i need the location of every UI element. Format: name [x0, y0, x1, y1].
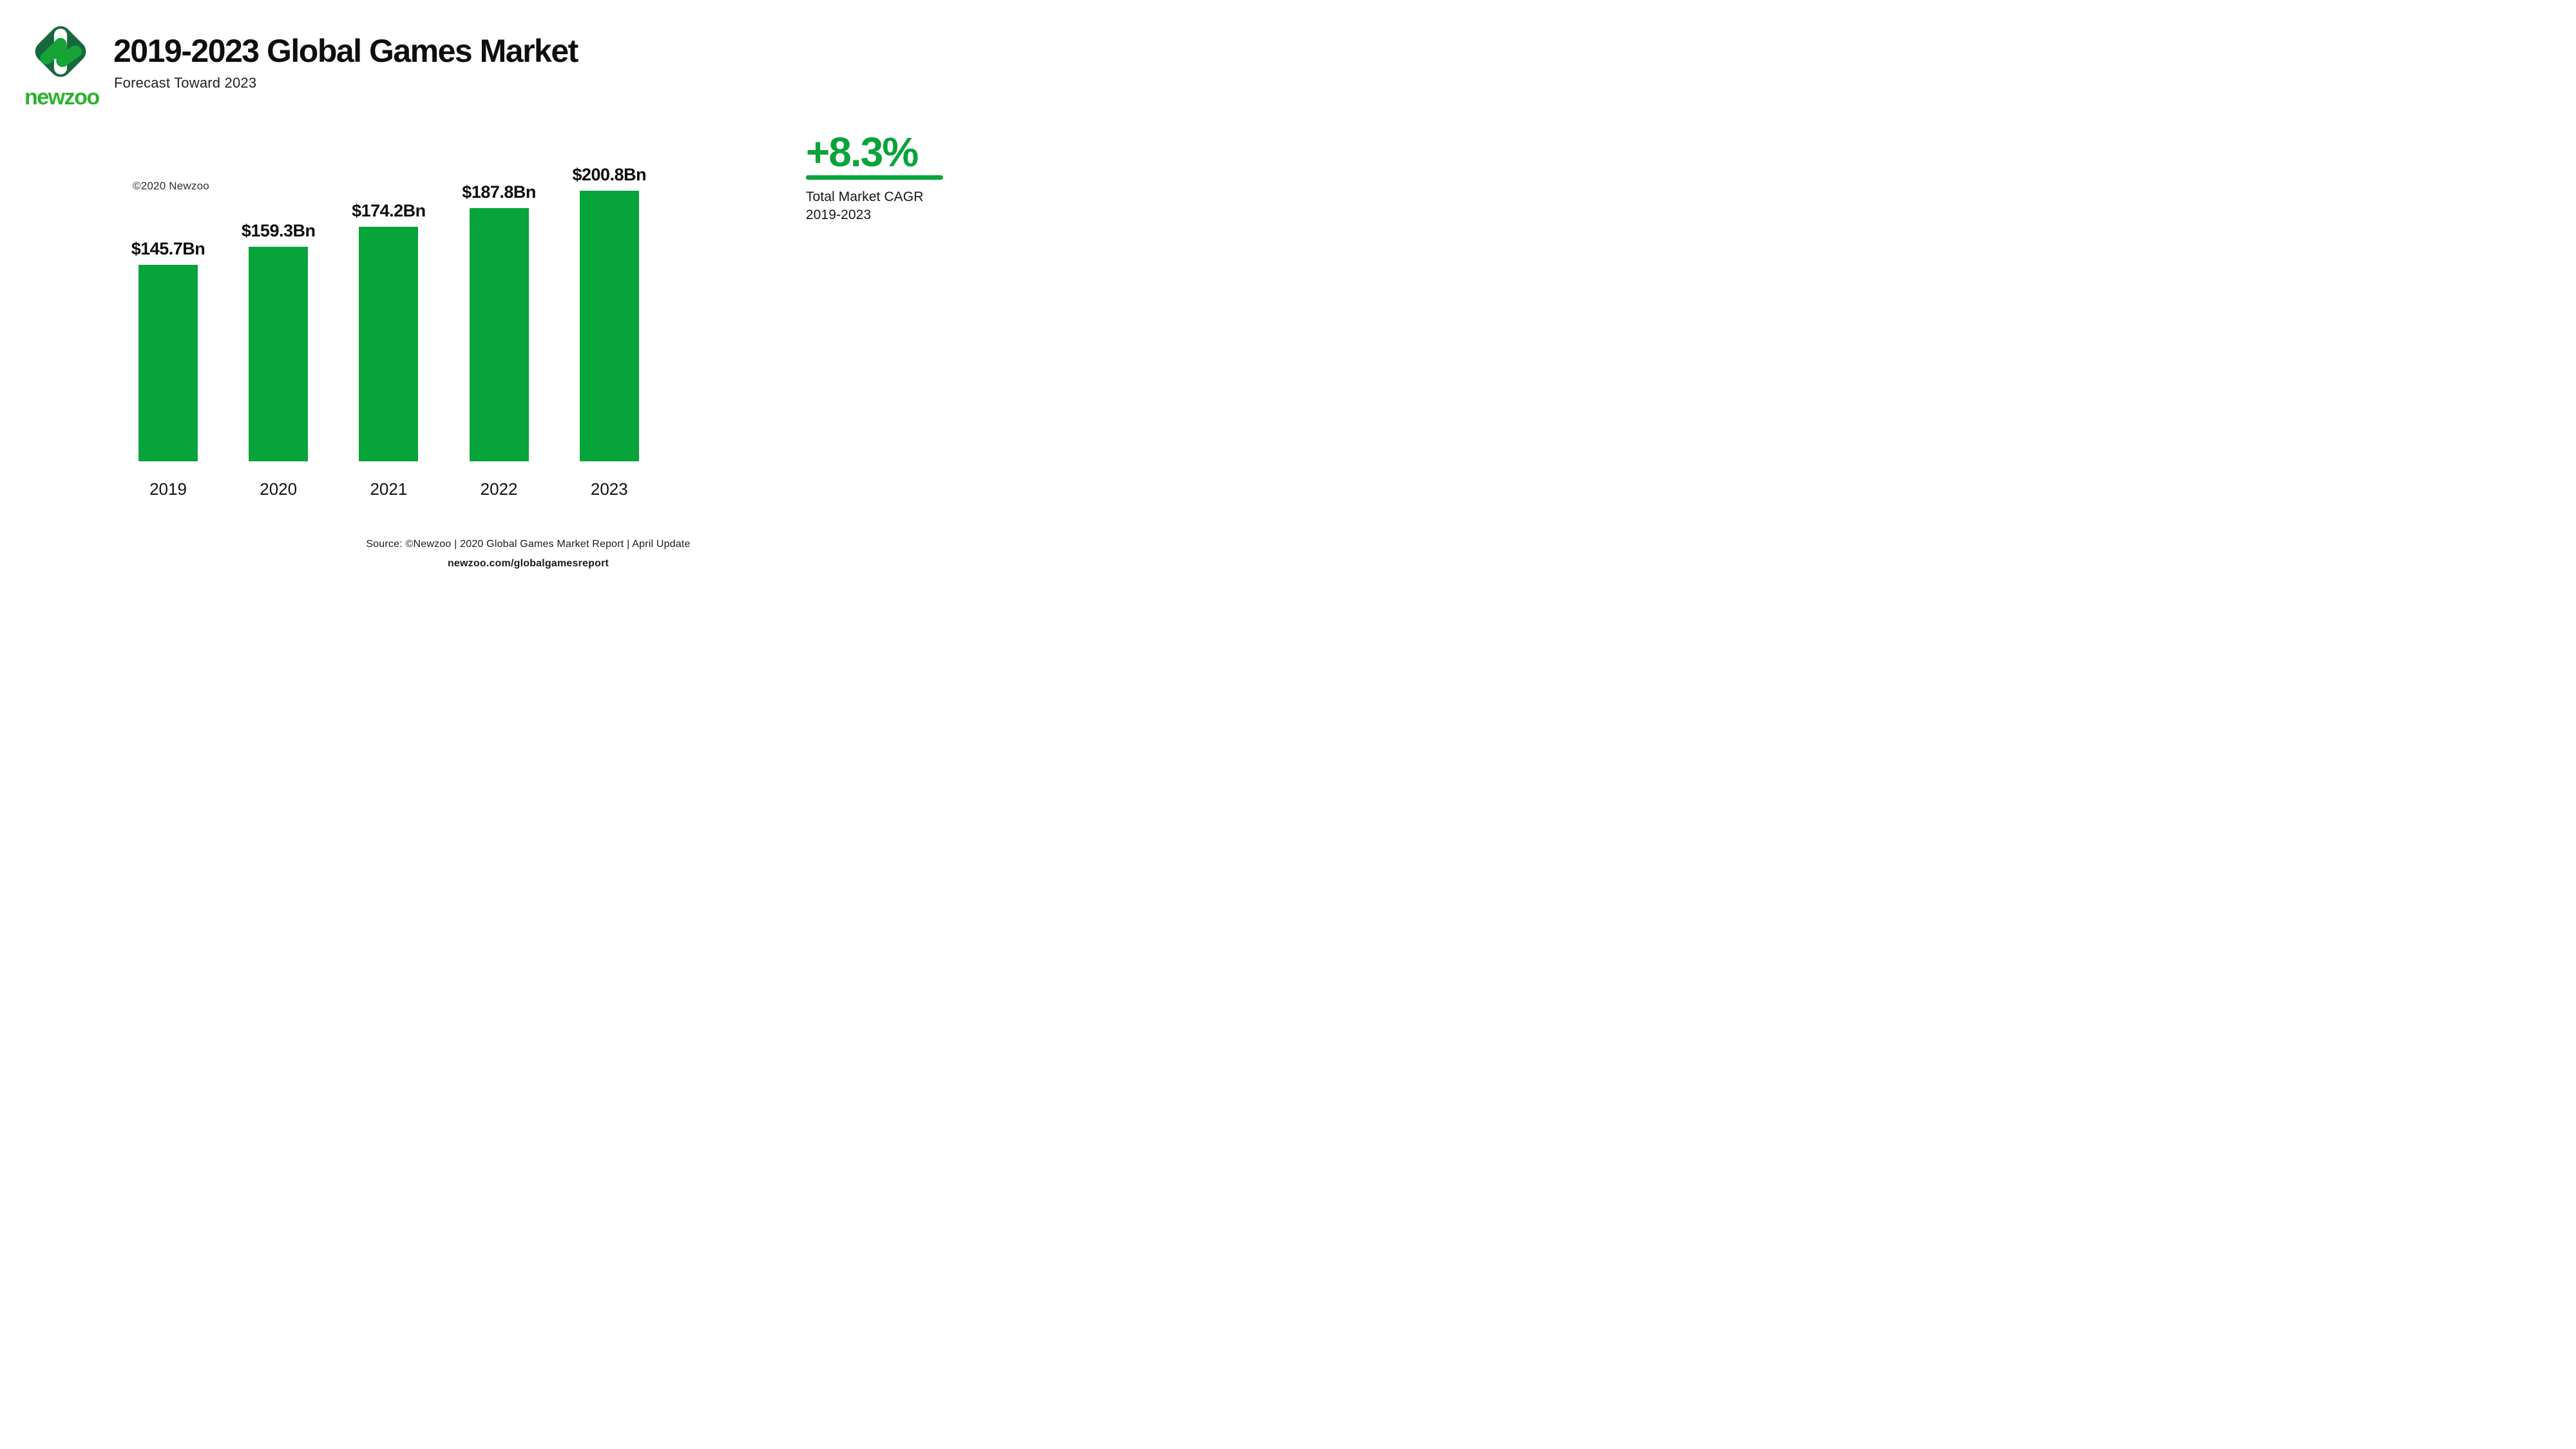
bar-value-label: $200.8Bn — [572, 165, 647, 184]
cagr-label-line2: 2019-2023 — [806, 207, 872, 222]
bar-year-label: 2022 — [480, 479, 518, 499]
newzoo-wordmark: newzoo — [24, 85, 100, 110]
cagr-label: Total Market CAGR 2019-2023 — [806, 188, 973, 224]
cagr-label-line1: Total Market CAGR — [806, 189, 924, 204]
newzoo-logo-block: newzoo — [24, 19, 102, 108]
bar — [138, 265, 198, 461]
cagr-callout: +8.3% Total Market CAGR 2019-2023 — [806, 131, 973, 224]
bar-year-label: 2023 — [590, 479, 628, 499]
bar-value-label: $174.2Bn — [352, 200, 426, 220]
cagr-underline-rule — [806, 175, 943, 180]
bar-year-label: 2021 — [370, 479, 408, 499]
source-note: Source: ©Newzoo | 2020 Global Games Mark… — [366, 539, 691, 550]
bar — [249, 246, 309, 461]
bar-year-label: 2020 — [260, 479, 298, 499]
bar — [359, 226, 419, 461]
bar — [469, 208, 529, 461]
bar — [579, 191, 639, 461]
page-subtitle: Forecast Toward 2023 — [114, 75, 257, 91]
bar-chart: $145.7Bn 2019 $159.3Bn 2020 $174.2Bn 2021 $187… — [0, 0, 1031, 580]
report-url: newzoo.com/globalgamesreport — [447, 558, 609, 569]
bar-value-label: $187.8Bn — [462, 182, 536, 202]
cagr-value: +8.3% — [806, 129, 919, 175]
bar-value-label: $159.3Bn — [241, 220, 316, 240]
bar-year-label: 2019 — [149, 479, 187, 499]
bar-value-label: $145.7Bn — [131, 239, 205, 259]
copyright-note: ©2020 Newzoo — [133, 180, 209, 192]
page-title: 2019-2023 Global Games Market — [113, 33, 578, 69]
title-block: 2019-2023 Global Games Market Forecast T… — [113, 34, 578, 91]
newzoo-diamond-logo-icon — [35, 26, 86, 77]
infographic-canvas: newzoo 2019-2023 Global Games Market For… — [0, 0, 1031, 580]
